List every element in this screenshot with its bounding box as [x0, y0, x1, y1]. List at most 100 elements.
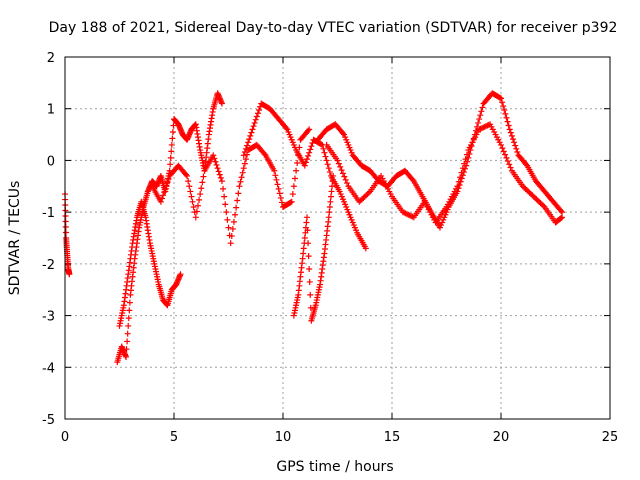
- data-point-interp: [222, 201, 229, 208]
- data-point: [236, 183, 243, 190]
- data-point-interp: [306, 278, 313, 285]
- data-point-interp: [458, 169, 465, 176]
- data-point-interp: [500, 148, 507, 155]
- data-point-interp: [341, 173, 348, 180]
- data-point-interp: [245, 139, 252, 146]
- data-point-interp: [275, 185, 282, 192]
- data-point-interp: [305, 152, 312, 159]
- data-point-interp: [163, 182, 170, 189]
- data-point-interp: [272, 172, 279, 179]
- data-point-interp: [62, 218, 69, 225]
- x-tick-label: 5: [170, 430, 178, 445]
- data-point-interp: [232, 211, 239, 218]
- data-point-interp: [304, 227, 311, 234]
- data-point-interp: [123, 346, 130, 353]
- data-point-interp: [477, 112, 484, 119]
- data-point-interp: [220, 185, 227, 192]
- data-point: [454, 183, 461, 190]
- data-point-interp: [261, 150, 268, 157]
- data-point-interp: [228, 233, 235, 240]
- data-point-interp: [455, 178, 462, 185]
- data-point: [218, 100, 225, 107]
- data-point-interp: [326, 169, 333, 176]
- data-point-interp: [465, 154, 472, 161]
- data-point-interp: [244, 142, 251, 149]
- data-point-interp: [168, 141, 175, 148]
- data-point-interp: [216, 171, 223, 178]
- data-point-interp: [476, 116, 483, 123]
- data-point-interp: [162, 185, 169, 192]
- data-point-interp: [124, 338, 131, 345]
- data-point-interp: [329, 183, 336, 190]
- data-point-interp: [237, 178, 244, 185]
- data-point-interp: [338, 167, 345, 174]
- data-point-interp: [318, 141, 325, 148]
- data-point-interp: [242, 145, 249, 152]
- y-tick-label: -2: [42, 258, 55, 273]
- y-tick-label: 0: [47, 154, 55, 169]
- data-point-interp: [187, 188, 194, 195]
- data-point-interp: [221, 193, 228, 200]
- data-point-interp: [294, 160, 301, 167]
- x-tick-label: 25: [602, 430, 619, 445]
- data-point-interp: [409, 176, 416, 183]
- data-point-interp: [479, 104, 486, 111]
- data-point-interp: [190, 203, 197, 210]
- x-tick-label: 20: [493, 430, 510, 445]
- data-point-interp: [337, 163, 344, 170]
- data-point-interp: [161, 189, 168, 196]
- data-point: [227, 240, 234, 247]
- y-tick-label: -1: [42, 206, 55, 221]
- data-point-interp: [320, 145, 327, 152]
- data-point-interp: [168, 148, 175, 155]
- data-point-interp: [225, 224, 232, 231]
- data-point-interp: [505, 122, 512, 129]
- data-point-interp: [196, 196, 203, 203]
- data-point: [177, 271, 184, 278]
- data-point-interp: [301, 235, 308, 241]
- data-point-interp: [406, 212, 413, 219]
- data-point-interp: [325, 165, 332, 172]
- data-point-interp: [405, 211, 412, 218]
- data-point-interp: [508, 132, 515, 139]
- data-point-interp: [344, 180, 351, 187]
- data-point-interp: [459, 165, 466, 172]
- data-point-interp: [511, 139, 518, 146]
- data-point-interp: [213, 161, 220, 168]
- data-point-interp: [252, 116, 259, 123]
- data-point-interp: [308, 143, 315, 150]
- data-point-interp: [503, 114, 510, 121]
- data-point-interp: [124, 330, 131, 337]
- data-point-interp: [328, 188, 335, 195]
- data-point: [157, 198, 164, 205]
- data-point-interp: [293, 167, 300, 174]
- data-point-interp: [499, 145, 506, 152]
- data-point: [271, 167, 278, 174]
- data-point-interp: [478, 125, 485, 132]
- data-point: [559, 214, 566, 221]
- data-point-interp: [250, 123, 257, 130]
- data-point-interp: [339, 130, 346, 137]
- data-point-interp: [326, 203, 333, 210]
- y-tick-label: -3: [42, 310, 55, 325]
- data-point-interp: [303, 219, 310, 226]
- x-tick-label: 15: [384, 430, 401, 445]
- series-track-c: [116, 198, 184, 329]
- data-point-interp: [506, 161, 513, 168]
- data-point-interp: [160, 192, 167, 199]
- data-point-interp: [324, 161, 331, 168]
- data-point-interp: [504, 118, 511, 125]
- data-point-interp: [234, 197, 241, 204]
- x-tick-label: 0: [61, 430, 69, 445]
- data-point: [288, 198, 295, 205]
- data-point: [498, 95, 504, 102]
- data-point-interp: [212, 158, 219, 165]
- data-point-interp: [558, 214, 565, 221]
- data-point-interp: [169, 135, 176, 142]
- data-point: [301, 162, 308, 169]
- data-point: [476, 126, 483, 133]
- data-point-interp: [194, 202, 201, 209]
- series-track-g: [314, 90, 566, 231]
- data-point-interp: [305, 240, 312, 247]
- data-point-interp: [62, 224, 69, 231]
